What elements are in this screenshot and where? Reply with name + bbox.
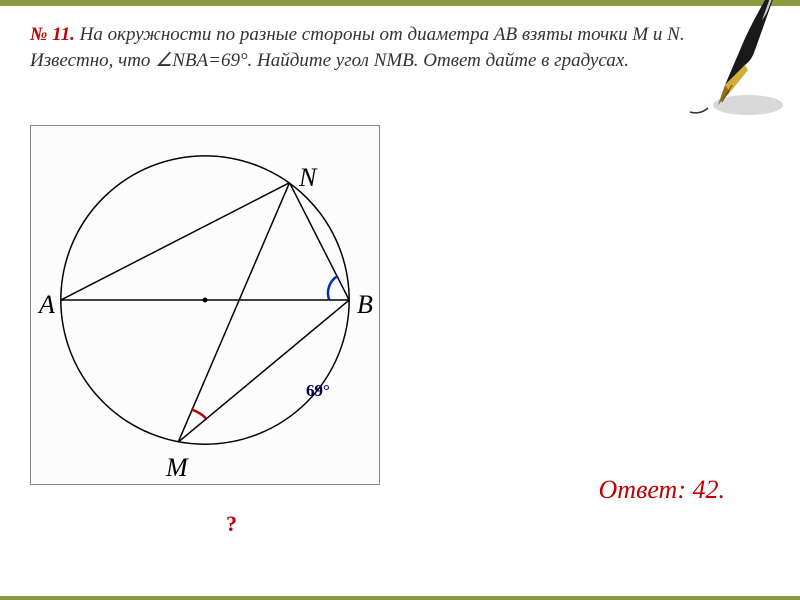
line-MN xyxy=(178,183,289,443)
geometry-diagram: 69° ? A B N M xyxy=(30,125,380,485)
point-label-m: M xyxy=(166,453,188,483)
diagram-svg xyxy=(31,126,379,484)
answer: Ответ: 42. xyxy=(599,475,725,505)
center-dot xyxy=(203,298,208,303)
point-label-a: A xyxy=(39,290,55,320)
angle-arc-nba xyxy=(328,276,337,300)
line-MB xyxy=(178,300,349,442)
slide-accent-bottom xyxy=(0,596,800,600)
line-AN xyxy=(61,183,290,300)
angle-label-69: 69° xyxy=(306,381,330,401)
angle-label-unknown: ? xyxy=(226,511,237,537)
problem-text-2: Найдите угол NMB. Ответ дайте в градусах… xyxy=(252,50,629,71)
angle-arc-nmb xyxy=(191,409,206,418)
point-label-b: B xyxy=(357,290,373,320)
problem-statement: № 11. На окружности по разные стороны от… xyxy=(30,22,710,73)
problem-number: № 11. xyxy=(30,24,75,45)
angle-given: NBA=69°. xyxy=(172,50,252,71)
angle-symbol: ∠ xyxy=(155,50,172,71)
point-label-n: N xyxy=(299,163,316,193)
line-NB xyxy=(290,183,350,300)
